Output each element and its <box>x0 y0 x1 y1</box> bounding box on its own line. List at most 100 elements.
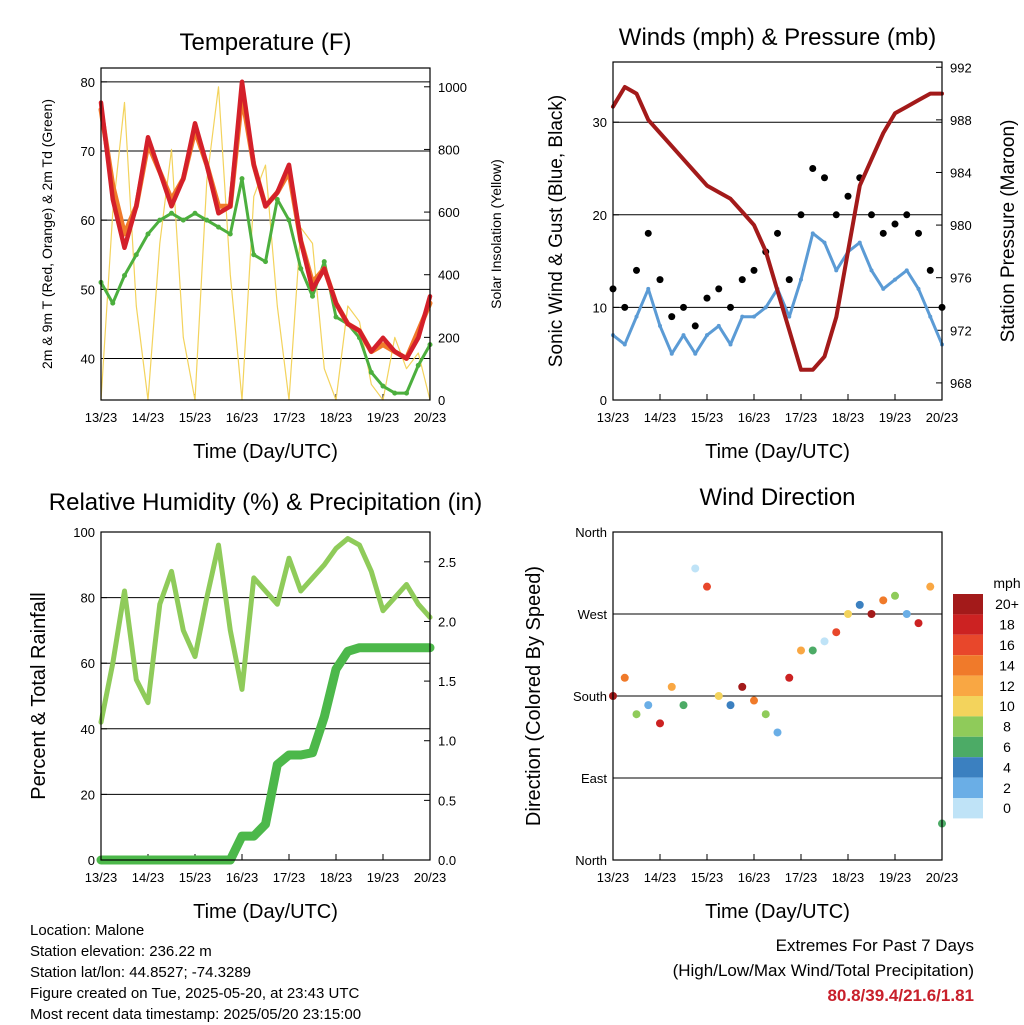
x-tick-label: 15/23 <box>691 870 724 885</box>
x-tick-label: 16/23 <box>226 870 259 885</box>
dewpoint-2m-point <box>169 210 174 216</box>
x-tick-label: 16/23 <box>738 870 771 885</box>
chart-title: Relative Humidity (%) & Precipitation (i… <box>49 489 482 516</box>
y-axis-label: Percent & Total Rainfall <box>28 592 50 800</box>
x-tick-label: 13/23 <box>597 870 630 885</box>
sonic-wind-point <box>893 277 897 282</box>
y-right-tick-label: 200 <box>438 330 460 345</box>
x-tick-label: 15/23 <box>691 410 724 425</box>
dewpoint-2m-point <box>180 217 186 223</box>
sonic-wind-point <box>622 342 627 347</box>
sonic-wind-point <box>916 286 921 291</box>
x-axis-label: Time (Day/UTC) <box>705 901 850 923</box>
dewpoint-2m-point <box>122 273 127 278</box>
colorbar-tick-label: 14 <box>999 657 1015 673</box>
gust-point <box>821 174 828 182</box>
colorbar-tick-label: 20+ <box>995 596 1019 612</box>
direction-point <box>914 619 923 628</box>
y-right-tick-label: 0.5 <box>438 793 456 808</box>
colorbar-swatch <box>953 675 983 696</box>
colorbar-tick-label: 18 <box>999 617 1015 633</box>
x-axis-label: Time (Day/UTC) <box>193 901 338 923</box>
y-right-tick-label: 400 <box>438 268 460 283</box>
sonic-wind-point <box>810 231 815 236</box>
gust-point <box>868 211 875 219</box>
x-tick-label: 19/23 <box>367 870 400 885</box>
sonic-wind-point <box>681 333 686 338</box>
chart-title: Winds (mph) & Pressure (mb) <box>619 24 936 51</box>
sonic-wind-point <box>763 305 768 310</box>
y-tick-label: 60 <box>81 656 95 671</box>
y-axis-label: 2m & 9m T (Red, Orange) & 2m Td (Green) <box>39 99 55 369</box>
y-right-tick-label: 972 <box>950 323 972 338</box>
direction-point <box>797 646 805 655</box>
gust-point <box>691 322 699 330</box>
dewpoint-2m-point <box>145 231 151 237</box>
sonic-wind-point <box>693 351 698 356</box>
colorbar-swatch <box>953 716 983 737</box>
direction-point <box>679 701 688 710</box>
x-tick-label: 19/23 <box>879 870 912 885</box>
sonic-wind-point <box>834 268 839 273</box>
colorbar-tick-label: 10 <box>999 698 1015 714</box>
y-right-tick-label: 600 <box>438 205 460 220</box>
direction-point <box>703 582 711 591</box>
gust-point <box>797 211 805 219</box>
sonic-wind-point <box>799 277 803 282</box>
y-axis-label-right: Solar Insolation (Yellow) <box>488 159 504 309</box>
colorbar-tick-label: 8 <box>1003 719 1011 735</box>
sonic-wind-point <box>728 342 733 347</box>
y-right-tick-label: 984 <box>950 165 972 180</box>
sonic-wind-point <box>928 314 933 319</box>
colorbar-tick-label: 6 <box>1003 739 1011 755</box>
plot-frame <box>612 61 943 401</box>
colorbar-tick-label: 4 <box>1003 759 1011 775</box>
colorbar-tick-label: 16 <box>999 637 1015 653</box>
dewpoint-2m-point <box>368 369 374 375</box>
x-tick-label: 20/23 <box>926 870 959 885</box>
x-tick-label: 15/23 <box>179 410 212 425</box>
info-timestamp: Most recent data timestamp: 2025/05/20 2… <box>30 1006 362 1023</box>
direction-point <box>644 701 653 710</box>
y-tick-label: North <box>575 853 607 868</box>
y-tick-label: 100 <box>73 525 95 540</box>
x-tick-label: 16/23 <box>738 410 771 425</box>
sonic-wind-point <box>787 314 792 319</box>
gust-point <box>809 164 817 172</box>
x-tick-label: 17/23 <box>785 870 818 885</box>
y-tick-label: East <box>581 771 607 786</box>
direction-point <box>750 696 758 705</box>
y-tick-label: 40 <box>81 722 95 737</box>
temp-2m-line <box>98 79 433 361</box>
y-tick-label: 70 <box>81 144 95 159</box>
direction-point <box>867 610 876 618</box>
x-tick-label: 15/23 <box>179 870 212 885</box>
sonic-wind-point <box>669 351 674 356</box>
sonic-wind-point <box>716 323 721 328</box>
x-tick-label: 18/23 <box>832 870 865 885</box>
direction-point <box>726 701 735 710</box>
colorbar-swatch <box>953 614 983 635</box>
dewpoint-2m-point <box>204 217 210 223</box>
dewpoint-2m-point <box>274 196 280 202</box>
plot-frame <box>100 531 431 861</box>
y-right-tick-label: 980 <box>950 218 972 233</box>
gust-point <box>644 229 652 237</box>
direction-point <box>714 692 723 700</box>
y-right-tick-label: 976 <box>950 271 972 286</box>
y-tick-label: South <box>573 689 607 704</box>
colorbar-swatch <box>953 757 983 778</box>
direction-point <box>926 582 935 591</box>
dewpoint-2m-point <box>192 210 198 216</box>
gust-point <box>903 211 911 219</box>
y-right-tick-label: 968 <box>950 376 972 391</box>
dewpoint-2m-point <box>157 217 163 223</box>
x-tick-label: 20/23 <box>414 410 447 425</box>
extremes-box: Extremes For Past 7 Days (High/Low/Max W… <box>673 933 974 1008</box>
x-tick-label: 14/23 <box>644 870 677 885</box>
direction-point <box>656 719 664 728</box>
direction-point <box>667 682 676 691</box>
gust-point <box>656 276 664 284</box>
x-tick-label: 20/23 <box>926 410 959 425</box>
y-right-tick-label: 992 <box>950 60 972 75</box>
